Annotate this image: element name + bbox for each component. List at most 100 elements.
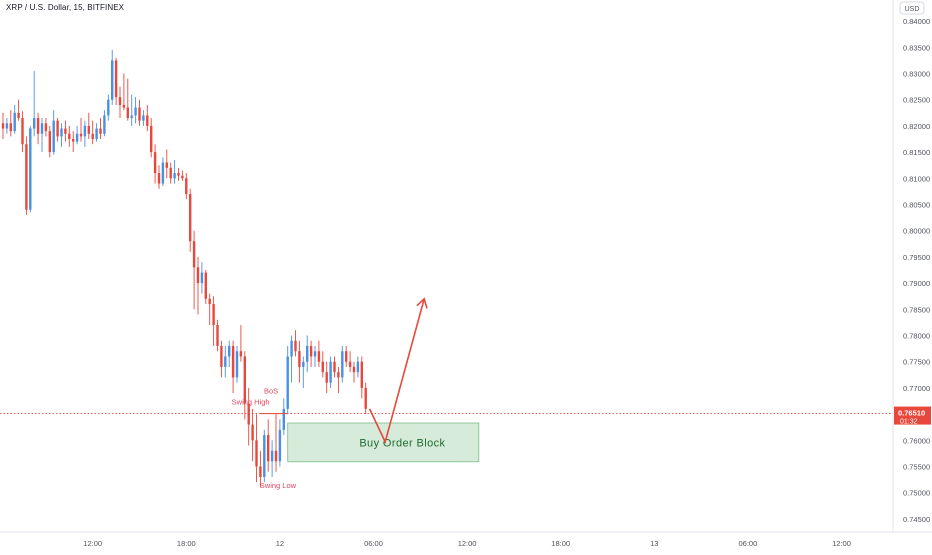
candle-body[interactable] <box>52 120 55 153</box>
candle-body[interactable] <box>321 361 324 373</box>
candle-body[interactable] <box>212 304 215 326</box>
candle-body[interactable] <box>87 125 90 134</box>
candle-body[interactable] <box>153 152 157 174</box>
candle-body[interactable] <box>360 361 363 388</box>
candle-body[interactable] <box>118 97 122 105</box>
candle-body[interactable] <box>290 340 293 357</box>
candle-body[interactable] <box>224 356 227 367</box>
candle-body[interactable] <box>25 144 28 210</box>
candle-body[interactable] <box>181 175 184 179</box>
candle-body[interactable] <box>40 123 44 134</box>
candle-body[interactable] <box>341 351 344 378</box>
candle-body[interactable] <box>263 435 266 477</box>
candle-body[interactable] <box>44 123 48 132</box>
candle-body[interactable] <box>72 139 75 142</box>
order-block-zone[interactable] <box>287 422 480 463</box>
candle-body[interactable] <box>114 60 118 98</box>
candle-body[interactable] <box>329 361 332 383</box>
candle-body[interactable] <box>103 115 106 134</box>
order-block-layer[interactable]: Buy Order Block <box>287 422 480 463</box>
candle-body[interactable] <box>146 115 149 126</box>
candle-body[interactable] <box>33 118 36 129</box>
candle-body[interactable] <box>267 435 270 462</box>
candle-body[interactable] <box>251 424 254 441</box>
swing-low-label[interactable]: Swing Low <box>260 481 297 490</box>
candle-body[interactable] <box>286 356 289 409</box>
candle-body[interactable] <box>36 118 40 134</box>
candle-body[interactable] <box>247 403 250 425</box>
candle-body[interactable] <box>255 440 258 467</box>
time-axis[interactable]: 12:00 18:00 12 06:00 12:00 18:00 13 06:00 12:00 <box>0 531 932 548</box>
candle-body[interactable] <box>337 372 340 378</box>
candle-body[interactable] <box>157 173 161 184</box>
candle-body[interactable] <box>204 272 207 299</box>
candle-body[interactable] <box>306 345 309 362</box>
candle-body[interactable] <box>177 173 180 176</box>
symbol-title[interactable]: XRP / U.S. Dollar, 15, BITFINEX <box>6 3 125 12</box>
candle-body[interactable] <box>75 133 79 142</box>
candle-body[interactable] <box>270 450 274 462</box>
candle-body[interactable] <box>364 387 367 409</box>
candle-body[interactable] <box>325 372 328 383</box>
candle-body[interactable] <box>356 361 360 373</box>
candle-body[interactable] <box>208 298 211 305</box>
candle-body[interactable] <box>83 125 87 137</box>
candle-body[interactable] <box>274 450 278 462</box>
candle-body[interactable] <box>192 241 196 268</box>
candle-body[interactable] <box>134 107 137 116</box>
candle-body[interactable] <box>235 351 239 378</box>
projection-path[interactable] <box>368 298 425 445</box>
candles-layer[interactable] <box>1 49 367 488</box>
candle-body[interactable] <box>189 194 192 242</box>
candle-body[interactable] <box>122 104 126 108</box>
candle-body[interactable] <box>64 128 67 134</box>
candle-body[interactable] <box>228 345 231 357</box>
candle-body[interactable] <box>165 162 168 168</box>
candle-body[interactable] <box>243 356 246 404</box>
candle-body[interactable] <box>60 128 63 137</box>
candle-body[interactable] <box>333 361 336 373</box>
candle-body[interactable] <box>348 361 352 367</box>
candle-body[interactable] <box>91 133 94 139</box>
candle-body[interactable] <box>278 429 282 462</box>
candle-body[interactable] <box>111 60 114 100</box>
candle-body[interactable] <box>313 351 317 357</box>
candle-body[interactable] <box>317 351 321 362</box>
candle-body[interactable] <box>352 366 356 373</box>
candle-body[interactable] <box>220 345 223 367</box>
candle-body[interactable] <box>48 131 51 153</box>
candle-body[interactable] <box>138 107 141 121</box>
candle-body[interactable] <box>68 133 71 139</box>
candle-body[interactable] <box>161 162 165 184</box>
candle-body[interactable] <box>9 123 12 132</box>
current-price-tag[interactable] <box>894 406 931 425</box>
candle-body[interactable] <box>173 173 176 179</box>
candle-body[interactable] <box>130 115 133 119</box>
candle-body[interactable] <box>95 128 98 139</box>
candle-body[interactable] <box>294 340 297 352</box>
candle-body[interactable] <box>216 325 219 346</box>
currency-label[interactable]: USD <box>905 6 920 13</box>
candle-body[interactable] <box>79 133 83 137</box>
candle-body[interactable] <box>345 351 348 362</box>
candle-body[interactable] <box>56 120 59 137</box>
swing-high-label[interactable]: Swing High <box>232 398 270 407</box>
candle-body[interactable] <box>126 107 129 119</box>
order-block-label[interactable]: Buy Order Block <box>359 437 445 449</box>
candle-body[interactable] <box>17 112 20 119</box>
candle-body[interactable] <box>150 125 153 153</box>
candle-body[interactable] <box>99 128 102 134</box>
candle-body[interactable] <box>282 408 285 430</box>
candle-body[interactable] <box>259 466 262 477</box>
candle-body[interactable] <box>185 178 188 195</box>
candle-body[interactable] <box>302 361 305 367</box>
candle-body[interactable] <box>231 345 235 378</box>
candle-body[interactable] <box>239 351 243 357</box>
candle-body[interactable] <box>196 267 200 284</box>
current-price-label[interactable]: 0.76510 <box>898 409 925 418</box>
candle-body[interactable] <box>29 128 32 210</box>
candle-body[interactable] <box>13 112 16 132</box>
candle-body[interactable] <box>1 123 5 129</box>
candle-body[interactable] <box>169 167 172 179</box>
